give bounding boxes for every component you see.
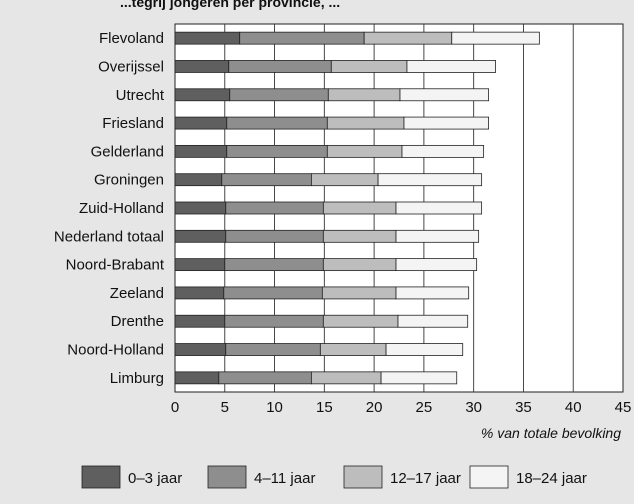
category-label-overijssel: Overijssel bbox=[98, 58, 164, 75]
x-tick-35: 35 bbox=[515, 399, 532, 416]
legend-swatch-4-11-jaar bbox=[207, 465, 247, 489]
bar-nederland-totaal-0-3-jaar bbox=[174, 229, 227, 243]
bar-zeeland-12-17-jaar bbox=[321, 286, 397, 300]
legend-label-0-3-jaar: 0–3 jaar bbox=[128, 470, 182, 487]
bar-noord-holland-18-24-jaar bbox=[385, 343, 464, 356]
bar-zuid-holland-12-17-jaar bbox=[322, 201, 397, 215]
x-tick-15: 15 bbox=[316, 399, 333, 416]
bar-limburg-12-17-jaar bbox=[310, 371, 382, 385]
x-tick-5: 5 bbox=[221, 399, 229, 416]
bar-drenthe-0-3-jaar bbox=[174, 314, 226, 328]
bar-noord-brabant-18-24-jaar bbox=[395, 258, 478, 272]
category-label-utrecht: Utrecht bbox=[116, 87, 165, 104]
legend-label-18-24-jaar: 18–24 jaar bbox=[516, 470, 587, 487]
bar-nederland-totaal-12-17-jaar bbox=[322, 229, 397, 243]
category-label-noord-brabant: Noord-Brabant bbox=[66, 257, 165, 274]
bar-flevoland-4-11-jaar bbox=[239, 31, 365, 45]
bar-zeeland-4-11-jaar bbox=[223, 286, 323, 300]
legend-label-4-11-jaar: 4–11 jaar bbox=[254, 470, 315, 487]
bar-gelderland-12-17-jaar bbox=[326, 144, 403, 158]
bar-noord-holland-0-3-jaar bbox=[174, 343, 227, 356]
bar-flevoland-18-24-jaar bbox=[451, 31, 540, 45]
x-tick-labels: 0 5 10 15 20 25 30 35 40 45 bbox=[171, 399, 632, 416]
legend-swatch-18-24-jaar bbox=[469, 465, 509, 489]
x-axis-label: % van totale bevolking bbox=[481, 425, 621, 441]
x-tick-40: 40 bbox=[565, 399, 582, 416]
bar-zeeland-18-24-jaar bbox=[395, 286, 470, 300]
bar-overijssel-18-24-jaar bbox=[406, 60, 496, 73]
bar-overijssel-0-3-jaar bbox=[174, 60, 230, 73]
bar-gelderland-18-24-jaar bbox=[401, 144, 485, 158]
category-label-gelderland: Gelderland bbox=[91, 143, 164, 160]
bar-utrecht-12-17-jaar bbox=[327, 88, 401, 102]
legend-label-12-17-jaar: 12–17 jaar bbox=[390, 470, 461, 487]
category-label-noord-holland: Noord-Holland bbox=[67, 342, 164, 359]
bar-nederland-totaal-18-24-jaar bbox=[395, 229, 480, 243]
bar-noord-holland-4-11-jaar bbox=[225, 343, 321, 356]
bar-friesland-18-24-jaar bbox=[403, 116, 490, 130]
bar-drenthe-4-11-jaar bbox=[224, 314, 324, 328]
category-label-flevoland: Flevoland bbox=[99, 30, 164, 47]
bar-friesland-0-3-jaar bbox=[174, 116, 228, 130]
bar-zeeland-0-3-jaar bbox=[174, 286, 225, 300]
bar-utrecht-4-11-jaar bbox=[229, 88, 329, 102]
category-label-limburg: Limburg bbox=[110, 370, 164, 387]
bar-friesland-12-17-jaar bbox=[326, 116, 405, 130]
category-label-friesland: Friesland bbox=[102, 115, 164, 132]
x-tick-30: 30 bbox=[465, 399, 482, 416]
bar-drenthe-18-24-jaar bbox=[397, 314, 469, 328]
x-tick-0: 0 bbox=[171, 399, 179, 416]
bar-limburg-18-24-jaar bbox=[380, 371, 458, 385]
bar-utrecht-18-24-jaar bbox=[399, 88, 489, 102]
bar-zuid-holland-4-11-jaar bbox=[225, 201, 324, 215]
category-label-groningen: Groningen bbox=[94, 172, 164, 189]
x-tick-25: 25 bbox=[416, 399, 433, 416]
bars bbox=[174, 31, 540, 385]
bar-nederland-totaal-4-11-jaar bbox=[225, 229, 324, 243]
x-tick-20: 20 bbox=[366, 399, 383, 416]
x-tick-10: 10 bbox=[266, 399, 283, 416]
category-label-drenthe: Drenthe bbox=[111, 313, 164, 330]
bar-groningen-18-24-jaar bbox=[377, 173, 483, 187]
bar-groningen-12-17-jaar bbox=[310, 173, 379, 187]
legend-swatch-0-3-jaar bbox=[81, 465, 121, 489]
bar-noord-brabant-4-11-jaar bbox=[224, 258, 324, 272]
bar-noord-holland-12-17-jaar bbox=[319, 343, 387, 356]
chart-title-fragment: ...tegrij jongeren per provincie, ... bbox=[120, 0, 340, 10]
bar-gelderland-0-3-jaar bbox=[174, 144, 228, 158]
legend-swatch-12-17-jaar bbox=[343, 465, 383, 489]
category-labels: Flevoland Overijssel Utrecht Friesland Gelde… bbox=[54, 30, 165, 387]
category-label-nederland-totaal: Nederland totaal bbox=[54, 228, 164, 245]
bar-zuid-holland-18-24-jaar bbox=[395, 201, 483, 215]
bar-gelderland-4-11-jaar bbox=[226, 144, 328, 158]
bar-noord-brabant-12-17-jaar bbox=[322, 258, 397, 272]
bar-drenthe-12-17-jaar bbox=[322, 314, 399, 328]
bar-limburg-0-3-jaar bbox=[174, 371, 220, 385]
legend: 0–3 jaar 4–11 jaar 12–17 jaar 18–24 jaar bbox=[81, 465, 587, 489]
bar-overijssel-12-17-jaar bbox=[330, 60, 408, 73]
category-label-zuid-holland: Zuid-Holland bbox=[79, 200, 164, 217]
bar-groningen-4-11-jaar bbox=[221, 173, 312, 187]
bar-utrecht-0-3-jaar bbox=[174, 88, 231, 102]
bar-zuid-holland-0-3-jaar bbox=[174, 201, 227, 215]
bar-limburg-4-11-jaar bbox=[218, 371, 312, 385]
category-label-zeeland: Zeeland bbox=[110, 285, 164, 302]
bar-noord-brabant-0-3-jaar bbox=[174, 258, 226, 272]
x-tick-45: 45 bbox=[615, 399, 632, 416]
bar-groningen-0-3-jaar bbox=[174, 173, 223, 187]
bar-overijssel-4-11-jaar bbox=[228, 60, 332, 73]
bar-flevoland-12-17-jaar bbox=[363, 31, 453, 45]
bar-flevoland-0-3-jaar bbox=[174, 31, 241, 45]
bar-friesland-4-11-jaar bbox=[226, 116, 328, 130]
